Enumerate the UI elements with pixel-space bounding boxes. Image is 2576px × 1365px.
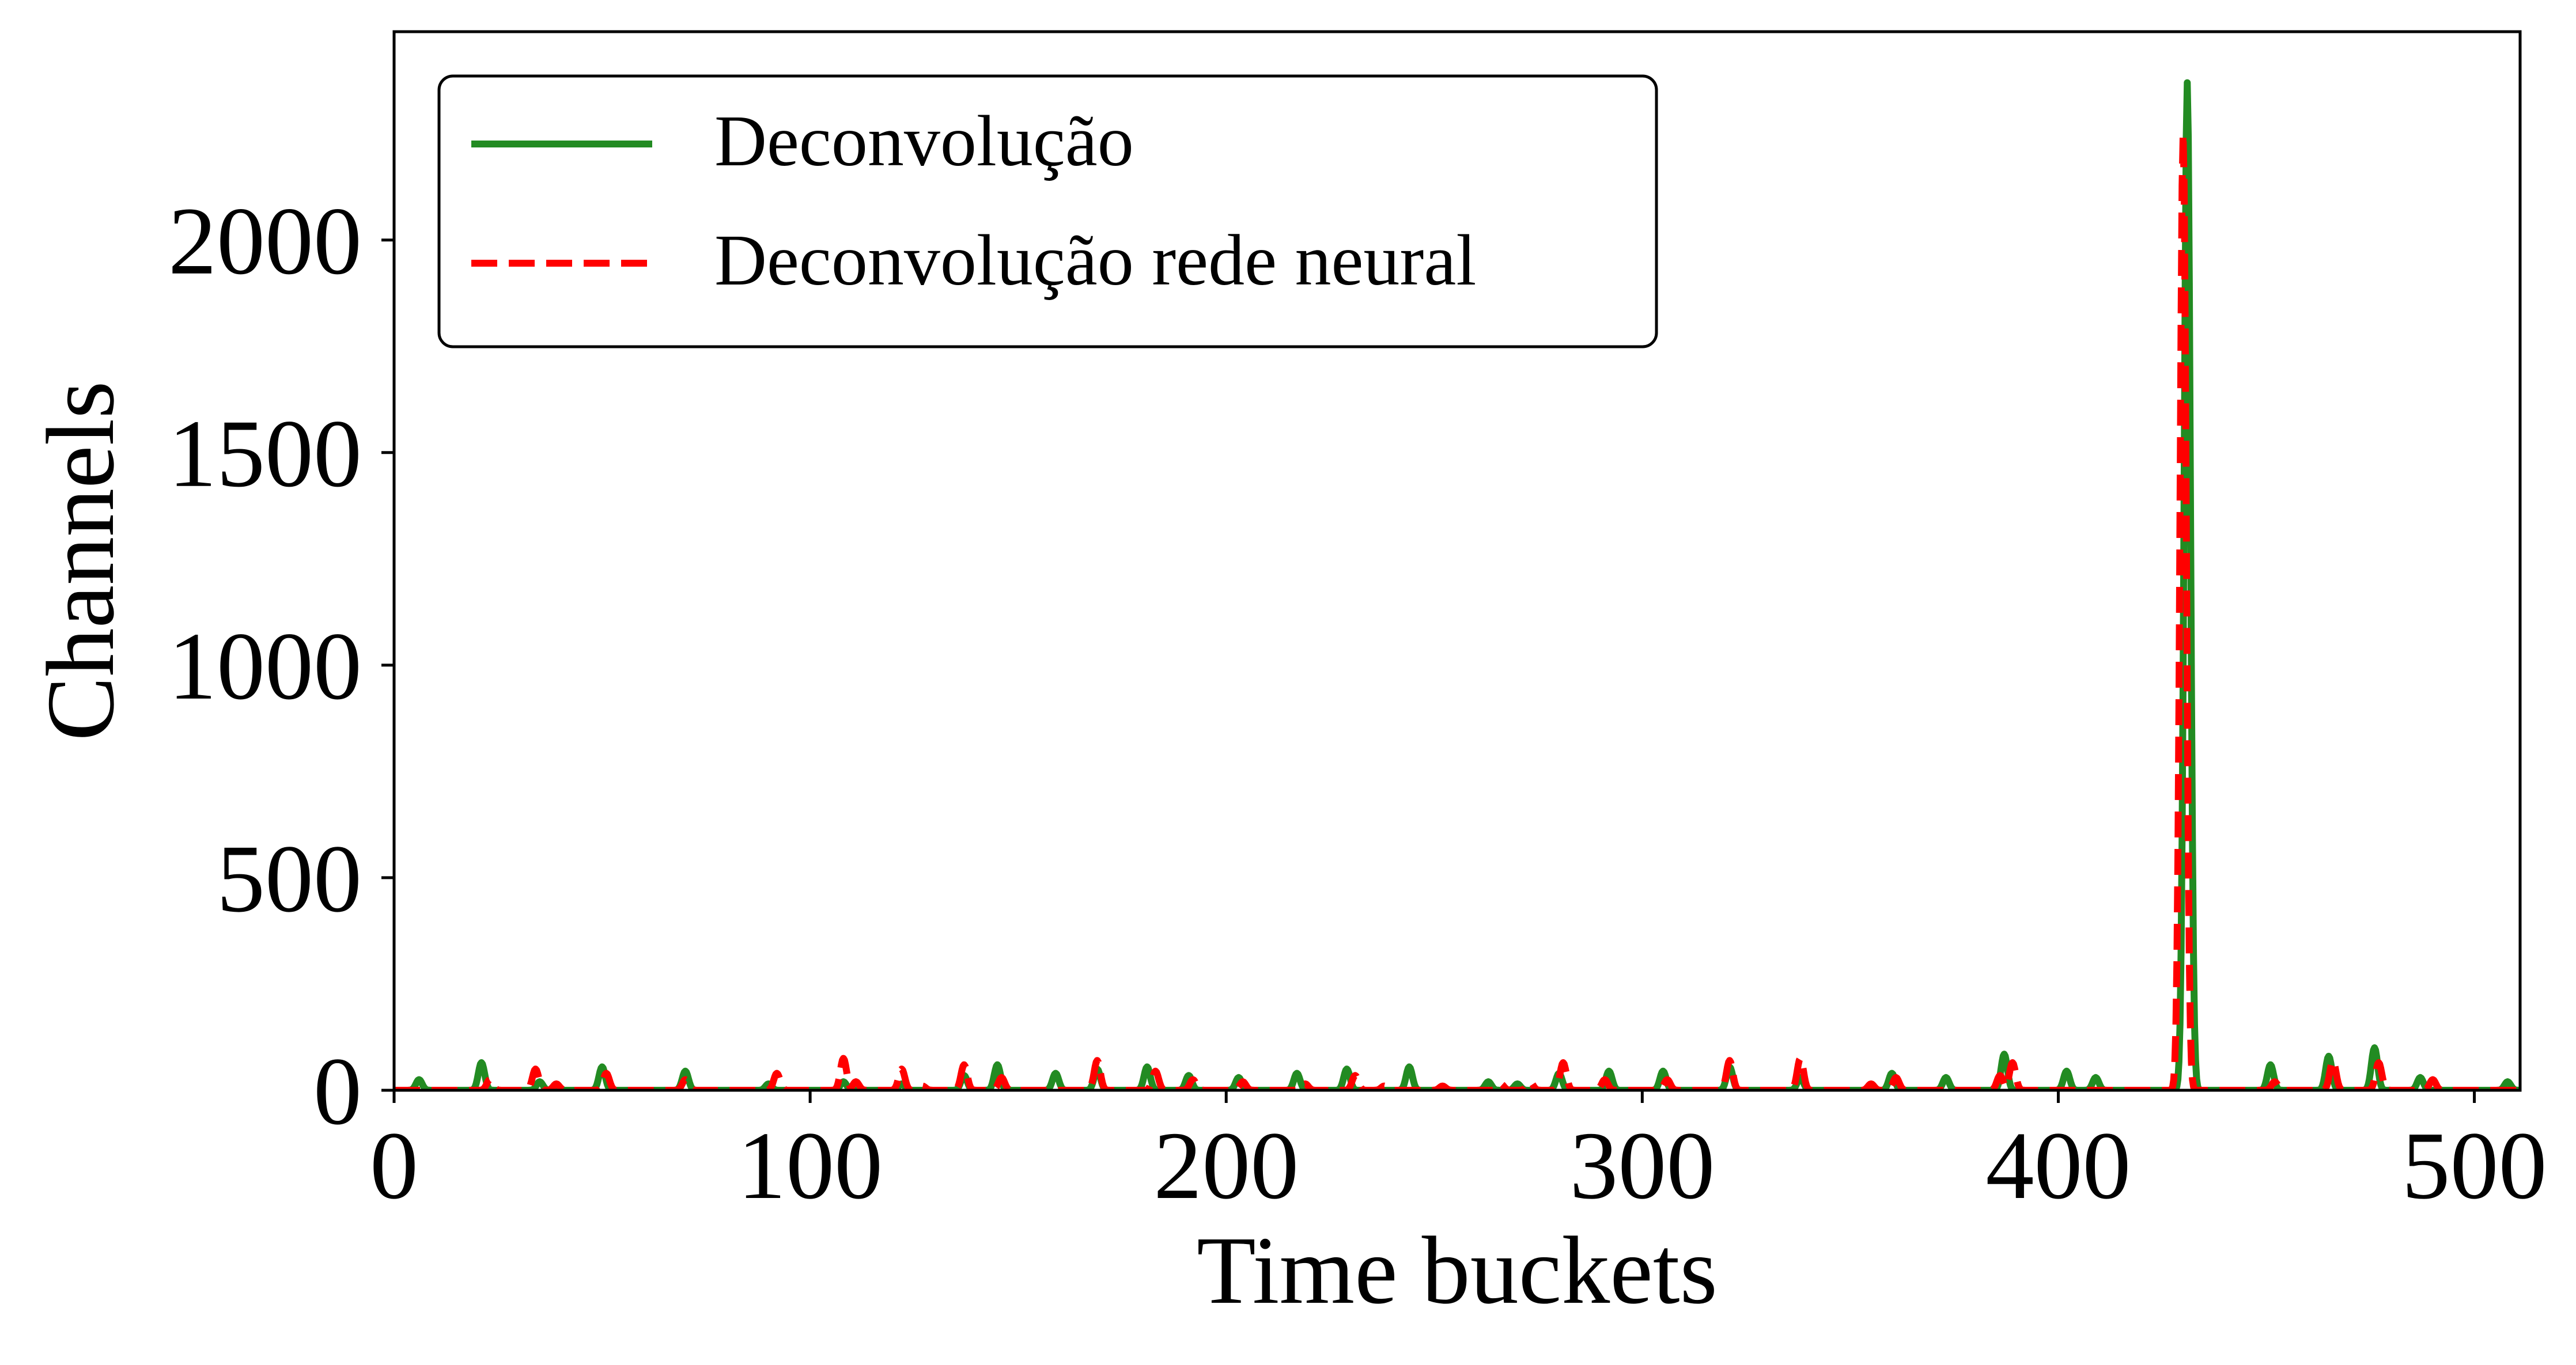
x-tick-label: 100 — [737, 1112, 883, 1219]
plot-frame — [392, 30, 2522, 1092]
x-axis: 0 100 200 300 400 500 — [370, 1090, 2547, 1219]
x-tick-label: 200 — [1153, 1112, 1299, 1219]
y-axis-label: Channels — [27, 381, 134, 741]
y-tick-label: 1500 — [168, 400, 362, 507]
legend-label-rede-neural: Deconvolução rede neural — [714, 221, 1476, 301]
y-axis: 0 500 1000 1500 2000 — [168, 188, 394, 1145]
legend-label-deconvolucao: Deconvolução — [714, 101, 1134, 181]
x-tick-label: 300 — [1569, 1112, 1715, 1219]
legend-box — [437, 74, 1658, 348]
x-tick-label: 500 — [2402, 1112, 2547, 1219]
y-tick-label: 500 — [217, 825, 362, 932]
y-tick-label: 1000 — [168, 613, 362, 720]
x-tick-label: 0 — [370, 1112, 418, 1219]
x-tick-label: 400 — [1985, 1112, 2131, 1219]
legend: Deconvolução Deconvolução rede neural — [437, 74, 1658, 348]
y-tick-label: 2000 — [168, 188, 362, 295]
y-tick-label: 0 — [313, 1038, 362, 1145]
x-axis-label: Time buckets — [1197, 1217, 1718, 1324]
